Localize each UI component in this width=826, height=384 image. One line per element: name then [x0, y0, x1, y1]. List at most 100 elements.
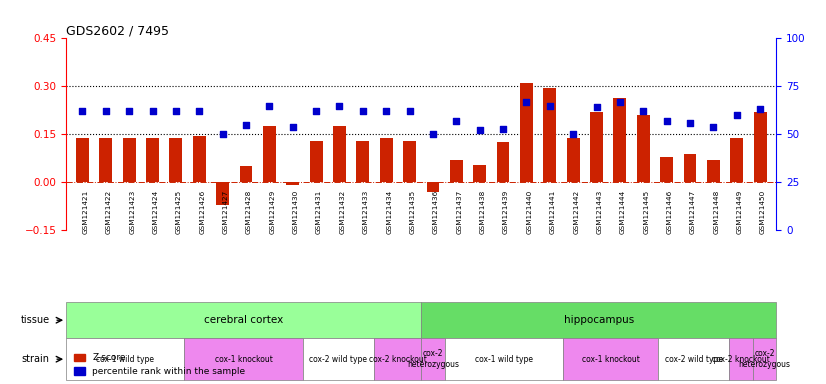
Text: GSM121435: GSM121435: [410, 190, 415, 234]
Bar: [567, 137, 580, 182]
Text: cox-2
heterozygous: cox-2 heterozygous: [738, 349, 790, 369]
Bar: [473, 165, 487, 182]
Bar: [730, 137, 743, 182]
Text: cox-1 knockout: cox-1 knockout: [582, 355, 639, 364]
Bar: [403, 141, 416, 182]
Bar: [496, 142, 510, 182]
Point: [567, 131, 580, 137]
Text: cox-2 wild type: cox-2 wild type: [665, 355, 723, 364]
Point: [99, 108, 112, 114]
Bar: [310, 141, 322, 182]
Text: GSM121438: GSM121438: [480, 190, 486, 234]
Text: GSM121421: GSM121421: [83, 190, 88, 234]
Point: [590, 104, 603, 111]
FancyBboxPatch shape: [66, 338, 184, 380]
Text: GSM121434: GSM121434: [387, 190, 392, 234]
FancyBboxPatch shape: [421, 338, 445, 380]
Text: GSM121443: GSM121443: [596, 190, 602, 234]
Text: cox-2 knockout: cox-2 knockout: [712, 355, 770, 364]
Point: [660, 118, 673, 124]
Bar: [753, 112, 767, 182]
Point: [263, 103, 276, 109]
Point: [449, 118, 463, 124]
Text: GSM121424: GSM121424: [153, 190, 159, 234]
Bar: [356, 141, 369, 182]
Bar: [146, 137, 159, 182]
Text: GSM121441: GSM121441: [550, 190, 556, 234]
Point: [146, 108, 159, 114]
Text: GDS2602 / 7495: GDS2602 / 7495: [66, 24, 169, 37]
Bar: [263, 126, 276, 182]
Text: cox-1 knockout: cox-1 knockout: [215, 355, 273, 364]
Bar: [76, 137, 89, 182]
Text: GSM121444: GSM121444: [620, 190, 626, 234]
Text: cerebral cortex: cerebral cortex: [204, 315, 283, 325]
Text: GSM121440: GSM121440: [526, 190, 533, 234]
FancyBboxPatch shape: [729, 338, 752, 380]
Bar: [123, 137, 135, 182]
Point: [426, 131, 439, 137]
Text: cox-2 knockout: cox-2 knockout: [368, 355, 426, 364]
Text: GSM121429: GSM121429: [269, 190, 275, 234]
Point: [753, 106, 767, 113]
Text: GSM121433: GSM121433: [363, 190, 369, 234]
Point: [730, 112, 743, 118]
Text: tissue: tissue: [21, 315, 50, 325]
Text: GSM121450: GSM121450: [760, 190, 766, 234]
FancyBboxPatch shape: [445, 338, 563, 380]
Point: [473, 127, 487, 134]
Point: [380, 108, 393, 114]
Bar: [426, 182, 439, 192]
Bar: [380, 137, 392, 182]
Point: [613, 99, 626, 105]
Text: GSM121446: GSM121446: [667, 190, 672, 234]
Point: [169, 108, 183, 114]
Text: GSM121442: GSM121442: [573, 190, 579, 234]
Point: [637, 108, 650, 114]
Point: [683, 120, 696, 126]
Point: [356, 108, 369, 114]
Point: [240, 122, 253, 128]
Text: cox-1 wild type: cox-1 wild type: [475, 355, 533, 364]
Text: GSM121439: GSM121439: [503, 190, 509, 234]
Legend: Z-score, percentile rank within the sample: Z-score, percentile rank within the samp…: [70, 350, 249, 379]
Text: GSM121437: GSM121437: [456, 190, 463, 234]
Bar: [240, 166, 253, 182]
Text: GSM121448: GSM121448: [714, 190, 719, 234]
Point: [216, 131, 230, 137]
Bar: [590, 112, 603, 182]
Text: GSM121436: GSM121436: [433, 190, 439, 234]
Bar: [544, 88, 556, 182]
FancyBboxPatch shape: [66, 302, 421, 338]
Bar: [614, 98, 626, 182]
Text: cox-2
heterozygous: cox-2 heterozygous: [407, 349, 459, 369]
Bar: [660, 157, 673, 182]
Text: GSM121430: GSM121430: [292, 190, 299, 234]
Bar: [637, 115, 650, 182]
Bar: [169, 137, 183, 182]
Point: [403, 108, 416, 114]
Text: GSM121425: GSM121425: [176, 190, 182, 234]
Text: GSM121449: GSM121449: [737, 190, 743, 234]
Bar: [684, 154, 696, 182]
FancyBboxPatch shape: [658, 338, 729, 380]
Point: [286, 124, 299, 130]
Text: GSM121432: GSM121432: [339, 190, 345, 234]
Bar: [707, 160, 719, 182]
Bar: [287, 182, 299, 185]
Text: cox-2 wild type: cox-2 wild type: [310, 355, 368, 364]
Point: [544, 103, 557, 109]
Text: GSM121427: GSM121427: [223, 190, 229, 234]
Text: strain: strain: [21, 354, 50, 364]
Text: GSM121426: GSM121426: [199, 190, 206, 234]
Point: [520, 99, 533, 105]
Point: [310, 108, 323, 114]
Point: [192, 108, 206, 114]
FancyBboxPatch shape: [184, 338, 303, 380]
Point: [333, 103, 346, 109]
Point: [707, 124, 720, 130]
Point: [496, 126, 510, 132]
Text: cox-1 wild type: cox-1 wild type: [97, 355, 154, 364]
Bar: [520, 83, 533, 182]
Bar: [216, 182, 229, 205]
